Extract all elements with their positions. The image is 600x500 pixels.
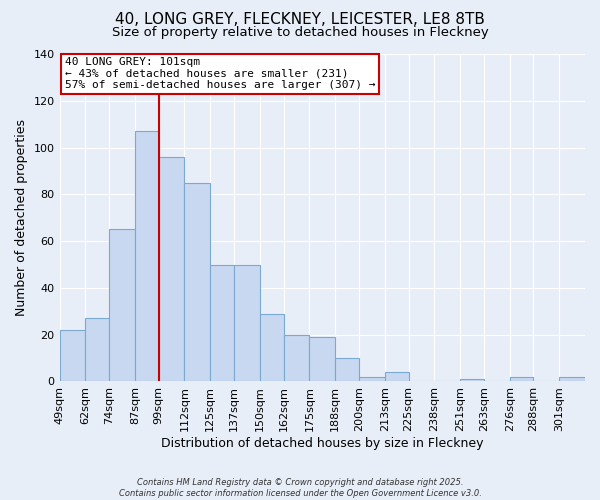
Bar [210,264,234,382]
Bar [460,379,484,382]
Bar [559,377,585,382]
Text: Contains HM Land Registry data © Crown copyright and database right 2025.
Contai: Contains HM Land Registry data © Crown c… [119,478,481,498]
Bar [234,264,260,382]
Text: 40 LONG GREY: 101sqm
← 43% of detached houses are smaller (231)
57% of semi-deta: 40 LONG GREY: 101sqm ← 43% of detached h… [65,58,375,90]
Bar [509,377,533,382]
Bar [135,131,158,382]
X-axis label: Distribution of detached houses by size in Fleckney: Distribution of detached houses by size … [161,437,484,450]
Bar [335,358,359,382]
Bar [158,157,184,382]
Y-axis label: Number of detached properties: Number of detached properties [15,119,28,316]
Bar [59,330,85,382]
Text: 40, LONG GREY, FLECKNEY, LEICESTER, LE8 8TB: 40, LONG GREY, FLECKNEY, LEICESTER, LE8 … [115,12,485,28]
Bar [284,334,310,382]
Bar [359,377,385,382]
Bar [109,230,135,382]
Text: Size of property relative to detached houses in Fleckney: Size of property relative to detached ho… [112,26,488,39]
Bar [385,372,409,382]
Bar [260,314,284,382]
Bar [85,318,109,382]
Bar [310,337,335,382]
Bar [184,182,210,382]
